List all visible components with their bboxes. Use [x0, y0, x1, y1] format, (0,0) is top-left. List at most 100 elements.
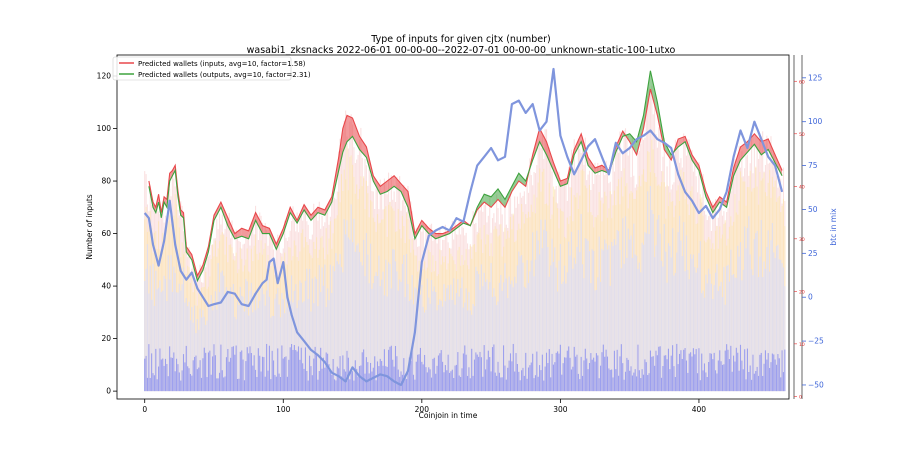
bar-blue [278, 373, 280, 392]
bar-lavender [379, 286, 381, 392]
bar-blue [641, 369, 643, 392]
bar-blue [461, 368, 463, 392]
bar-blue [255, 369, 257, 392]
bar-lavender [429, 303, 431, 392]
bar-blue [572, 366, 574, 392]
bar-blue [390, 345, 392, 392]
bar-blue [426, 372, 428, 392]
bar-lavender [357, 243, 359, 392]
bar-blue [555, 352, 557, 392]
y2-tick-label: 125 [808, 73, 823, 82]
bar-lavender [288, 305, 290, 392]
bar-lavender [476, 271, 478, 392]
bar-blue [702, 370, 704, 392]
bar-lavender [771, 223, 773, 392]
bar-blue [548, 349, 550, 392]
bar-blue [351, 371, 354, 392]
bar-blue [288, 359, 290, 392]
bar-lavender [375, 272, 377, 392]
bar-blue [182, 354, 185, 392]
bar-blue [365, 357, 367, 392]
bar-blue [663, 355, 665, 392]
y2-tick-label: −50 [808, 380, 824, 389]
bar-lavender [706, 283, 708, 392]
bar-blue [522, 367, 524, 392]
bar-lavender [702, 290, 704, 392]
bar-blue [782, 372, 785, 392]
bar-lavender [645, 233, 647, 392]
bar-lavender [475, 266, 477, 392]
bar-blue [317, 379, 319, 392]
bar-lavender [742, 269, 744, 392]
bar-lavender [598, 236, 600, 392]
bar-blue [385, 366, 387, 392]
bar-blue [501, 377, 503, 392]
bar-lavender [364, 276, 366, 392]
bar-lavender [559, 244, 561, 392]
bar-blue [618, 375, 620, 392]
bar-lavender [778, 259, 780, 392]
bar-lavender [338, 264, 340, 392]
fill-between-segment [359, 136, 367, 158]
bar-blue [649, 350, 651, 392]
bar-lavender [389, 264, 391, 392]
bar-blue [412, 374, 415, 392]
bar-blue [630, 366, 632, 392]
bar-blue [760, 352, 762, 392]
bar-blue [464, 345, 466, 392]
bar-lavender [641, 242, 643, 392]
bar-lavender [710, 283, 712, 392]
bar-blue [780, 377, 782, 392]
bar-lavender [590, 283, 592, 392]
bar-lavender [381, 279, 383, 392]
bar-lavender [191, 307, 193, 392]
bar-lavender [430, 280, 433, 392]
bar-blue [285, 356, 287, 392]
bar-blue [406, 379, 408, 392]
bar-lavender [388, 262, 390, 392]
bar-lavender [543, 229, 545, 392]
bar-blue [342, 355, 344, 392]
bar-blue [728, 359, 730, 392]
bar-blue [554, 362, 556, 392]
bar-blue [626, 357, 628, 392]
bar-lavender [297, 300, 300, 392]
bar-blue [751, 379, 753, 392]
bar-blue [508, 360, 510, 392]
bar-blue [198, 367, 200, 392]
x-tick-label: 400 [692, 405, 707, 414]
bar-blue [680, 350, 682, 392]
bar-lavender [550, 265, 552, 392]
bar-blue [436, 365, 438, 392]
bar-lavender [562, 281, 564, 392]
bar-lavender [192, 322, 194, 392]
bar-blue [210, 374, 212, 392]
bar-lavender [744, 226, 746, 392]
bar-blue [490, 371, 492, 392]
bar-lavender [382, 271, 384, 392]
bar-lavender [602, 250, 604, 392]
bar-lavender [683, 222, 685, 392]
bar-blue [442, 361, 444, 392]
bar-blue [386, 366, 388, 392]
bar-lavender [163, 275, 165, 392]
bar-lavender [638, 262, 640, 392]
bar-blue [231, 346, 233, 392]
bar-blue [511, 361, 513, 392]
legend: Predicted wallets (inputs, avg=10, facto… [112, 56, 311, 81]
bar-blue [734, 361, 736, 392]
bar-blue [715, 370, 717, 392]
bar-blue [177, 364, 179, 392]
bar-blue [291, 344, 293, 392]
bar-blue [749, 365, 751, 392]
bar-blue [274, 374, 276, 392]
bar-blue [389, 346, 391, 392]
bar-lavender [329, 264, 331, 392]
bar-blue [263, 357, 265, 392]
bar-lavender [659, 233, 661, 392]
bar-lavender [630, 235, 632, 392]
bar-lavender [640, 272, 642, 392]
fill-between-segment [186, 246, 192, 260]
bar-lavender [350, 204, 352, 392]
bar-lavender [302, 302, 304, 392]
